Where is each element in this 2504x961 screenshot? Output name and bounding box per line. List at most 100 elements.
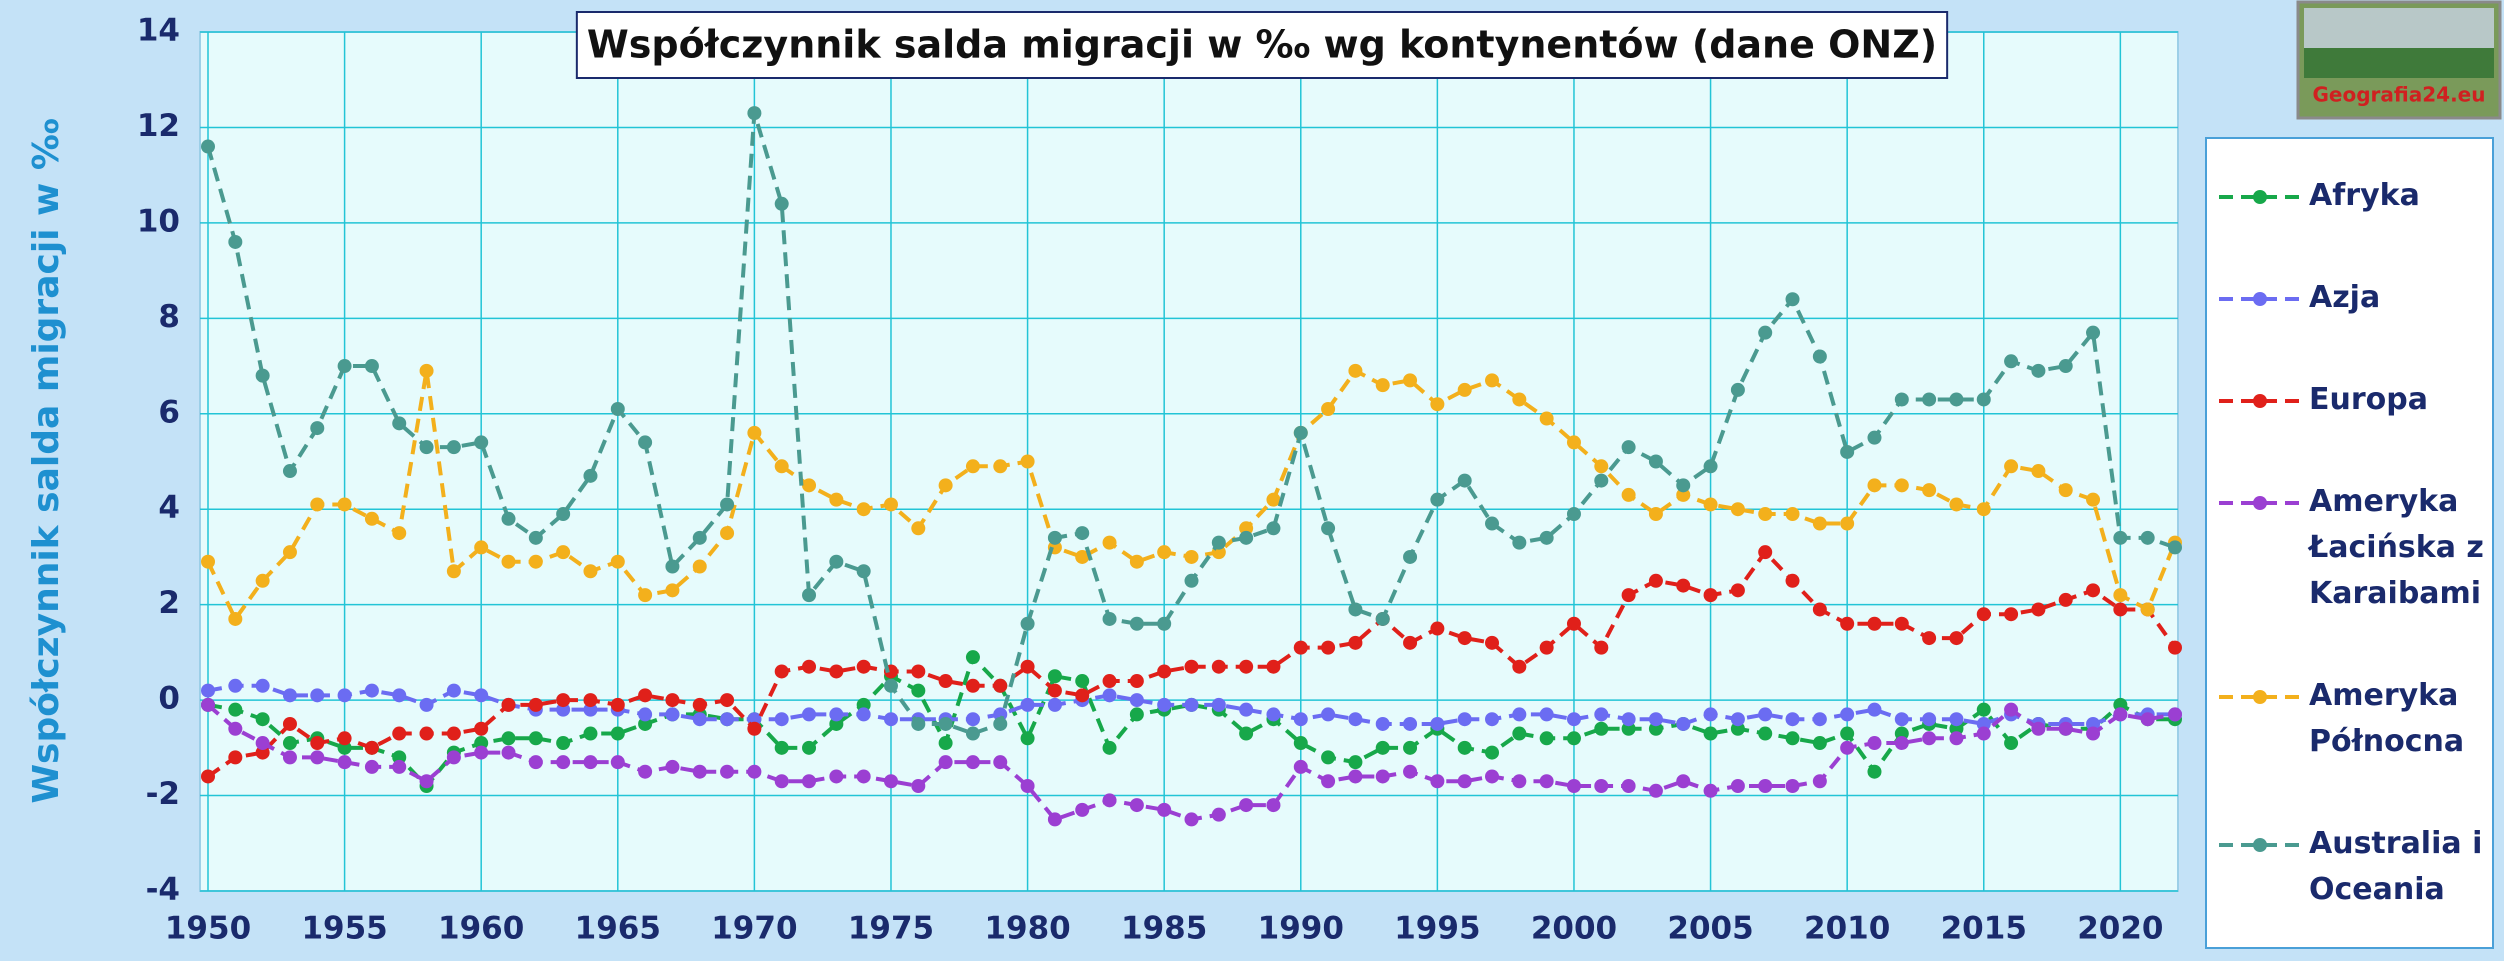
data-point: [365, 359, 379, 373]
y-tick-label: -2: [146, 776, 180, 812]
data-point: [1895, 736, 1909, 750]
x-tick-label: 2000: [1531, 911, 1617, 947]
data-point: [1458, 474, 1472, 488]
data-point: [556, 755, 570, 769]
data-point: [1622, 712, 1636, 726]
data-point: [939, 674, 953, 688]
data-point: [1185, 550, 1199, 564]
data-point: [256, 369, 270, 383]
x-tick-label: 1980: [984, 911, 1070, 947]
legend-marker: [2253, 690, 2267, 704]
data-point: [693, 765, 707, 779]
data-point: [747, 765, 761, 779]
data-point: [693, 698, 707, 712]
data-point: [447, 750, 461, 764]
data-point: [802, 588, 816, 602]
data-point: [365, 760, 379, 774]
data-point: [556, 693, 570, 707]
data-point: [1813, 736, 1827, 750]
data-point: [365, 512, 379, 526]
data-point: [228, 722, 242, 736]
data-point: [529, 698, 543, 712]
y-tick-label: 10: [137, 203, 180, 239]
data-point: [256, 712, 270, 726]
data-point: [1813, 517, 1827, 531]
data-point: [638, 765, 652, 779]
data-point: [1840, 741, 1854, 755]
data-point: [1048, 812, 1062, 826]
legend-label: Ameryka Łacińska z Karaibami: [2309, 479, 2484, 617]
legend-swatch: [2215, 825, 2305, 865]
data-point: [1813, 774, 1827, 788]
data-point: [583, 727, 597, 741]
data-point: [1786, 712, 1800, 726]
logo-land: [2304, 48, 2494, 78]
data-point: [693, 559, 707, 573]
data-point: [1895, 617, 1909, 631]
data-point: [1676, 717, 1690, 731]
data-point: [1758, 707, 1772, 721]
data-point: [1649, 507, 1663, 521]
data-point: [857, 660, 871, 674]
data-point: [1048, 531, 1062, 545]
data-point: [283, 688, 297, 702]
data-point: [1403, 717, 1417, 731]
data-point: [911, 717, 925, 731]
data-point: [1813, 602, 1827, 616]
legend-swatch: [2215, 483, 2305, 523]
data-point: [1649, 574, 1663, 588]
data-point: [1567, 712, 1581, 726]
data-point: [1786, 507, 1800, 521]
data-point: [1485, 769, 1499, 783]
data-point: [829, 707, 843, 721]
data-point: [1922, 483, 1936, 497]
data-point: [1430, 397, 1444, 411]
data-point: [1458, 631, 1472, 645]
data-point: [1239, 531, 1253, 545]
data-point: [1594, 641, 1608, 655]
data-point: [502, 698, 516, 712]
legend-label: Australia i Oceania: [2309, 821, 2484, 913]
data-point: [502, 555, 516, 569]
data-point: [611, 727, 625, 741]
legend-marker: [2253, 838, 2267, 852]
data-point: [420, 774, 434, 788]
data-point: [1239, 703, 1253, 717]
data-point: [1567, 435, 1581, 449]
data-point: [802, 707, 816, 721]
data-point: [1075, 526, 1089, 540]
y-tick-label: 4: [158, 490, 180, 526]
data-point: [1430, 717, 1444, 731]
x-tick-label: 2005: [1667, 911, 1753, 947]
data-point: [310, 736, 324, 750]
data-point: [638, 707, 652, 721]
legend-item: Australia i Oceania: [2215, 821, 2484, 913]
legend-label: Ameryka Północna: [2309, 673, 2484, 765]
data-point: [1403, 765, 1417, 779]
y-tick-label: 14: [137, 13, 180, 49]
data-point: [1321, 641, 1335, 655]
data-point: [1786, 574, 1800, 588]
data-point: [1485, 746, 1499, 760]
data-point: [665, 693, 679, 707]
data-point: [857, 769, 871, 783]
data-point: [1867, 765, 1881, 779]
data-point: [638, 688, 652, 702]
data-point: [310, 750, 324, 764]
data-point: [201, 555, 215, 569]
legend-swatch: [2215, 381, 2305, 421]
data-point: [1294, 712, 1308, 726]
page: Współczynnik salda migracji w ‰ Geografi…: [0, 0, 2504, 961]
data-point: [720, 693, 734, 707]
data-point: [1922, 392, 1936, 406]
data-point: [1594, 459, 1608, 473]
data-point: [939, 736, 953, 750]
legend-item: Afryka: [2215, 173, 2484, 219]
data-point: [1704, 727, 1718, 741]
data-point: [228, 750, 242, 764]
data-point: [1458, 383, 1472, 397]
data-point: [665, 760, 679, 774]
data-point: [775, 712, 789, 726]
data-point: [529, 531, 543, 545]
data-point: [1130, 693, 1144, 707]
